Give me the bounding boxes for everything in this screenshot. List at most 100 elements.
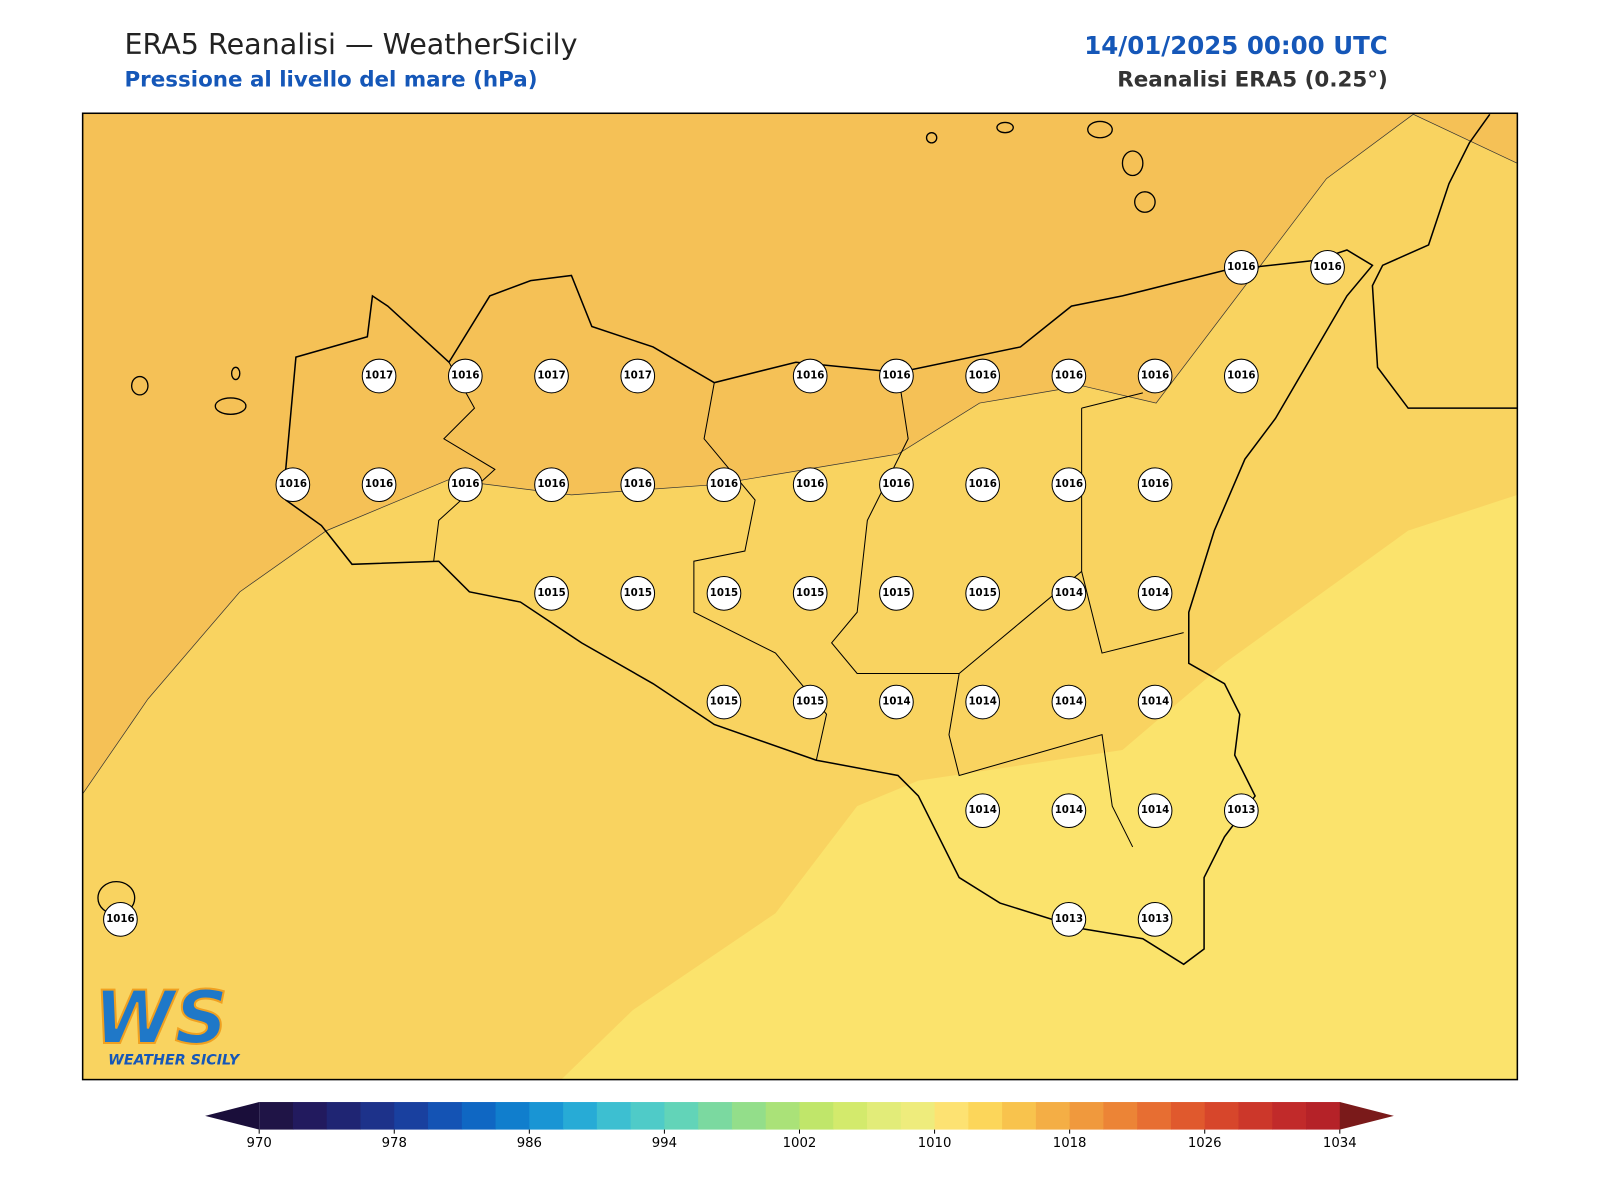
station-value: 1016 xyxy=(451,371,479,382)
station-marker xyxy=(447,358,483,394)
station: 1016 xyxy=(1051,467,1087,503)
station: 1016 xyxy=(1137,358,1173,394)
station-value: 1015 xyxy=(968,588,996,599)
station-marker xyxy=(965,793,1000,829)
station-marker xyxy=(1310,249,1345,285)
map: 1016 1016 1017 1016 1017 1017 1016 1016 1016 1016… xyxy=(81,112,1519,1081)
station-marker xyxy=(103,902,138,937)
station-value: 1016 xyxy=(1227,371,1255,382)
station-value: 1014 xyxy=(1055,697,1083,708)
station-marker xyxy=(879,467,914,503)
station-marker xyxy=(1051,793,1087,829)
station-marker xyxy=(275,467,311,503)
logo-mark: WS xyxy=(94,976,228,1061)
station-value: 1017 xyxy=(365,371,393,382)
colorbar-segment xyxy=(1238,1102,1273,1130)
station-marker xyxy=(1137,576,1173,611)
colorbar-segment xyxy=(428,1102,463,1130)
station-marker xyxy=(620,576,656,611)
station-marker xyxy=(706,684,742,720)
station: 1016 xyxy=(275,467,311,503)
colorbar-segment xyxy=(1204,1102,1239,1130)
station-value: 1016 xyxy=(537,479,565,490)
station-marker xyxy=(706,467,742,503)
station: 1016 xyxy=(620,467,656,503)
logo: WS WEATHER SICILY xyxy=(93,975,241,1068)
station-value: 1014 xyxy=(1055,588,1083,599)
station: 1016 xyxy=(1310,249,1345,285)
colorbar-segment xyxy=(1069,1102,1104,1130)
station-value: 1016 xyxy=(1227,262,1255,273)
station: 1015 xyxy=(792,576,828,611)
colorbar-segment xyxy=(360,1102,395,1130)
station: 1016 xyxy=(534,467,569,503)
colorbar-segment xyxy=(799,1102,834,1130)
station: 1014 xyxy=(1137,793,1173,829)
station-value: 1014 xyxy=(968,805,996,816)
station-value: 1014 xyxy=(968,697,996,708)
station-marker xyxy=(792,576,828,611)
station: 1016 xyxy=(447,358,483,394)
station-marker xyxy=(1051,684,1087,720)
station: 1013 xyxy=(1223,793,1259,829)
station: 1014 xyxy=(1137,684,1173,720)
station: 1014 xyxy=(1137,576,1173,611)
province-borders xyxy=(433,361,1184,848)
station-marker xyxy=(534,467,569,503)
station-value: 1017 xyxy=(537,371,565,382)
station: 1016 xyxy=(103,902,138,937)
station: 1013 xyxy=(1137,902,1173,937)
colorbar-segment xyxy=(867,1102,902,1130)
station-value: 1015 xyxy=(796,588,824,599)
colorbar-segment xyxy=(596,1102,632,1130)
station: 1017 xyxy=(361,358,397,394)
station-marker xyxy=(1137,467,1173,503)
station-value: 1014 xyxy=(1141,805,1169,816)
station: 1013 xyxy=(1051,902,1087,937)
colorbar-segment xyxy=(765,1102,800,1130)
colorbar-segment xyxy=(563,1102,598,1130)
pressure-fill-low xyxy=(561,494,1518,1080)
station-marker xyxy=(1051,467,1087,503)
station: 1016 xyxy=(447,467,483,503)
station-value: 1015 xyxy=(882,588,910,599)
colorbar-segment xyxy=(1272,1102,1307,1130)
station: 1014 xyxy=(965,684,1000,720)
station-marker xyxy=(965,467,1000,503)
station: 1014 xyxy=(1051,793,1087,829)
station-value: 1017 xyxy=(624,371,652,382)
station: 1017 xyxy=(534,358,569,394)
station-marker xyxy=(1137,358,1173,394)
colorbar: 970 978 986 994 1002 1010 1018 1026 1034 xyxy=(205,1102,1394,1151)
station-marker xyxy=(361,467,397,503)
station-value: 1015 xyxy=(624,588,652,599)
colorbar-segment xyxy=(1306,1102,1341,1130)
station: 1016 xyxy=(361,467,397,503)
station: 1016 xyxy=(879,358,914,394)
colorbar-segment xyxy=(630,1102,665,1130)
station-value: 1013 xyxy=(1227,805,1255,816)
station-value: 1013 xyxy=(1141,914,1169,925)
colorbar-segment xyxy=(1170,1102,1206,1130)
station: 1016 xyxy=(706,467,742,503)
station-value: 1016 xyxy=(1313,262,1341,273)
colorbar-segment xyxy=(731,1102,767,1130)
colorbar-over xyxy=(1339,1102,1394,1130)
station-marker xyxy=(965,684,1000,720)
station-marker xyxy=(361,358,397,394)
station-value: 1016 xyxy=(796,479,824,490)
station: 1016 xyxy=(879,467,914,503)
colorbar-tick-label: 978 xyxy=(382,1136,407,1151)
colorbar-segment xyxy=(259,1102,294,1130)
station: 1015 xyxy=(534,576,569,611)
station: 1016 xyxy=(965,358,1000,394)
station-value: 1016 xyxy=(365,479,393,490)
colorbar-tick-label: 1010 xyxy=(918,1136,952,1151)
station: 1015 xyxy=(965,576,1000,611)
colorbar-tick-label: 986 xyxy=(517,1136,542,1151)
station-value: 1014 xyxy=(1055,805,1083,816)
station: 1015 xyxy=(792,684,828,720)
station: 1016 xyxy=(792,358,828,394)
station-marker xyxy=(1051,576,1087,611)
